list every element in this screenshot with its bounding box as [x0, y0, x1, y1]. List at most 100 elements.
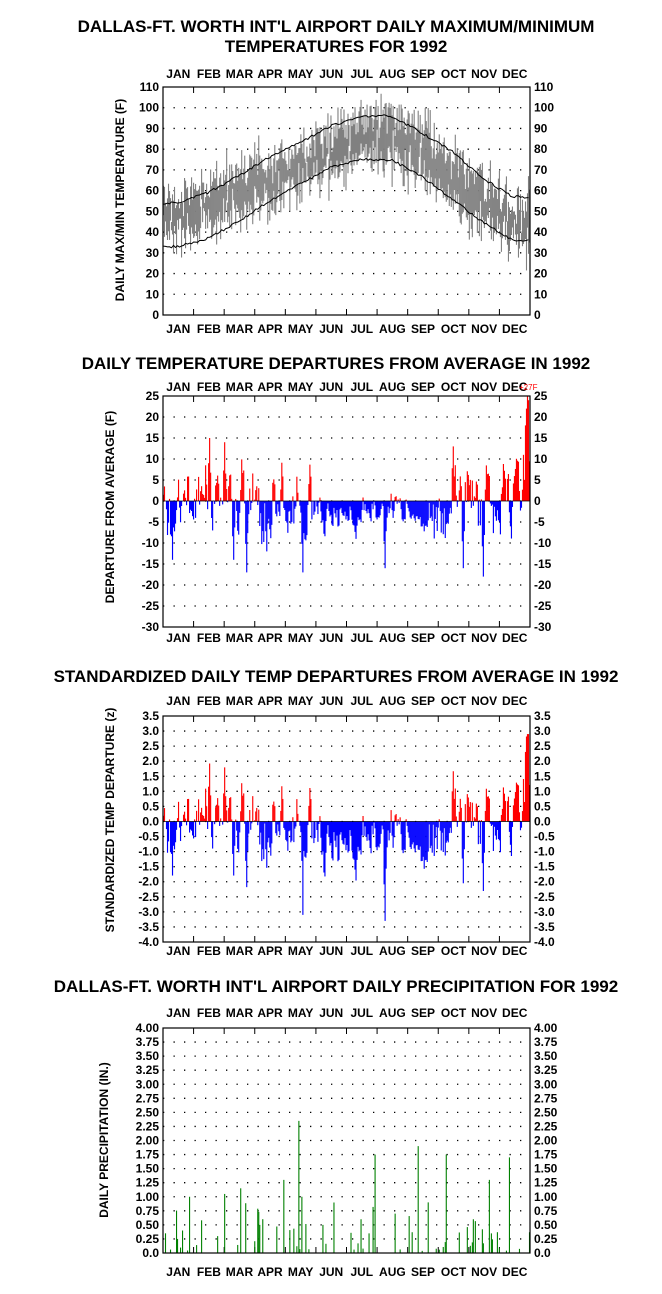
chart1-ytick-left-3: 30: [146, 246, 160, 260]
chart4-month-bottom-jul: JUL: [350, 1265, 373, 1279]
chart3-standardized-plot: 3.5 3.53.0 3.02.5 2.52.0 2.01.5 1.51.0 1.00.5 0…: [138, 694, 555, 958]
chart4-ytick-right-3: 0.75: [534, 1204, 558, 1218]
chart3-month-top-jul: JUL: [350, 694, 373, 708]
chart4-ytick-right-14: 3.50: [534, 1049, 558, 1063]
chart1-ytick-left-0: 0: [152, 308, 159, 322]
chart2-ytick-right-7: -10: [534, 536, 552, 550]
chart1-title-line2: TEMPERATURES FOR 1992: [225, 37, 448, 56]
chart3-ytick-right-11: -2.0: [534, 875, 555, 889]
chart4-month-top-mar: MAR: [226, 1006, 254, 1020]
chart4-month-bottom-nov: NOV: [471, 1265, 497, 1279]
chart3-month-top-aug: AUG: [379, 694, 406, 708]
chart1-month-bottom-feb: FEB: [197, 322, 221, 336]
chart2-month-top-feb: FEB: [197, 380, 221, 394]
chart3-ytick-right-10: -1.5: [534, 860, 555, 874]
chart1-ytick-left-6: 60: [146, 184, 160, 198]
chart4-month-top-sep: SEP: [411, 1006, 435, 1020]
chart1-ytick-left-8: 80: [146, 142, 160, 156]
chart2-ytick-left-0: 25: [146, 389, 160, 403]
chart1-month-bottom-dec: DEC: [502, 322, 528, 336]
chart2-month-bottom-feb: FEB: [197, 631, 221, 645]
chart2-month-bottom-nov: NOV: [471, 631, 497, 645]
chart3-ytick-right-5: 1.0: [534, 784, 551, 798]
chart4-month-top-jun: JUN: [319, 1006, 343, 1020]
chart1-title-line1: DALLAS-FT. WORTH INT'L AIRPORT DAILY MAX…: [78, 17, 595, 36]
chart3-ytick-left-0: 3.5: [142, 709, 159, 723]
chart3-month-top-oct: OCT: [441, 694, 467, 708]
chart4-y-axis-label: DAILY PRECIPITATION (IN.): [97, 1062, 111, 1218]
chart4-ytick-right-11: 2.75: [534, 1091, 558, 1105]
chart3-ytick-right-0: 3.5: [534, 709, 551, 723]
chart3-month-bottom-mar: MAR: [226, 944, 254, 958]
chart4-ytick-right-9: 2.25: [534, 1119, 558, 1133]
chart1-month-top-oct: OCT: [441, 67, 467, 81]
chart2-month-top-jan: JAN: [166, 380, 190, 394]
chart1-month-top-dec: DEC: [502, 67, 528, 81]
chart3-ytick-right-6: 0.5: [534, 799, 551, 813]
chart4-month-bottom-sep: SEP: [411, 1265, 435, 1279]
chart4-month-bottom-mar: MAR: [226, 1265, 254, 1279]
chart1-month-top-jul: JUL: [350, 67, 373, 81]
chart3-ytick-left-14: -3.5: [138, 920, 159, 934]
chart2-month-top-may: MAY: [288, 380, 314, 394]
chart2-month-top-oct: OCT: [441, 380, 467, 394]
chart3-month-top-jan: JAN: [166, 694, 190, 708]
chart4-ytick-right-2: 0.50: [534, 1218, 558, 1232]
chart3-ytick-right-8: -0.5: [534, 830, 555, 844]
chart4-ytick-left-10: 2.50: [136, 1105, 160, 1119]
chart1-month-bottom-oct: OCT: [441, 322, 467, 336]
chart3-month-top-mar: MAR: [226, 694, 254, 708]
chart4-ytick-right-5: 1.25: [534, 1176, 558, 1190]
chart4-ytick-right-12: 3.00: [534, 1077, 558, 1091]
chart3-month-top-dec: DEC: [502, 694, 528, 708]
chart3-ytick-left-8: -0.5: [138, 830, 159, 844]
chart3-month-top-apr: APR: [257, 694, 283, 708]
chart1-ytick-right-5: 50: [534, 204, 548, 218]
chart2-ytick-right-3: 10: [534, 452, 548, 466]
chart4-month-top-feb: FEB: [197, 1006, 221, 1020]
chart2-month-bottom-oct: OCT: [441, 631, 467, 645]
chart3-ytick-right-9: -1.0: [534, 845, 555, 859]
chart4-ytick-left-16: 4.00: [136, 1021, 160, 1035]
chart3-ytick-right-4: 1.5: [534, 769, 551, 783]
chart2-month-bottom-sep: SEP: [411, 631, 435, 645]
chart2-month-bottom-jun: JUN: [319, 631, 343, 645]
chart1-ytick-left-2: 20: [146, 267, 160, 281]
chart2-ytick-left-9: -20: [142, 578, 160, 592]
chart1-month-top-jun: JUN: [319, 67, 343, 81]
chart1-month-bottom-jul: JUL: [350, 322, 373, 336]
chart1-ytick-left-10: 100: [139, 101, 159, 115]
chart4-ytick-left-14: 3.50: [136, 1049, 160, 1063]
chart4-month-top-jul: JUL: [350, 1006, 373, 1020]
chart4-ytick-left-5: 1.25: [136, 1176, 160, 1190]
chart1-month-top-may: MAY: [288, 67, 314, 81]
chart2-ytick-right-9: -20: [534, 578, 552, 592]
chart1-month-bottom-sep: SEP: [411, 322, 435, 336]
chart4-ytick-left-12: 3.00: [136, 1077, 160, 1091]
chart1-ytick-left-4: 40: [146, 225, 160, 239]
chart3-month-bottom-sep: SEP: [411, 944, 435, 958]
chart1-frame: [162, 86, 531, 316]
chart3-month-bottom-jun: JUN: [319, 944, 343, 958]
chart2-ytick-left-11: -30: [142, 620, 160, 634]
chart4-ytick-right-16: 4.00: [534, 1021, 558, 1035]
chart3-month-bottom-may: MAY: [288, 944, 314, 958]
chart1-ytick-left-5: 50: [146, 204, 160, 218]
chart4-month-top-dec: DEC: [502, 1006, 528, 1020]
chart2-month-bottom-aug: AUG: [379, 631, 406, 645]
chart2-ytick-left-10: -25: [142, 599, 160, 613]
chart4-ytick-right-8: 2.00: [534, 1134, 558, 1148]
chart4-ytick-left-11: 2.75: [136, 1091, 160, 1105]
chart2-month-bottom-dec: DEC: [502, 631, 528, 645]
chart4-month-bottom-apr: APR: [257, 1265, 283, 1279]
chart2-month-top-jun: JUN: [319, 380, 343, 394]
chart4-ytick-left-3: 0.75: [136, 1204, 160, 1218]
chart2-ytick-right-6: -5: [534, 515, 545, 529]
chart1-normal-line-1: [163, 114, 529, 205]
chart3-ytick-left-7: 0.0: [142, 814, 159, 828]
chart1-month-bottom-may: MAY: [288, 322, 314, 336]
chart4-title: DALLAS-FT. WORTH INT'L AIRPORT DAILY PRE…: [54, 977, 618, 996]
chart4-month-bottom-dec: DEC: [502, 1265, 528, 1279]
chart2-month-top-mar: MAR: [226, 380, 254, 394]
chart3-month-bottom-feb: FEB: [197, 944, 221, 958]
